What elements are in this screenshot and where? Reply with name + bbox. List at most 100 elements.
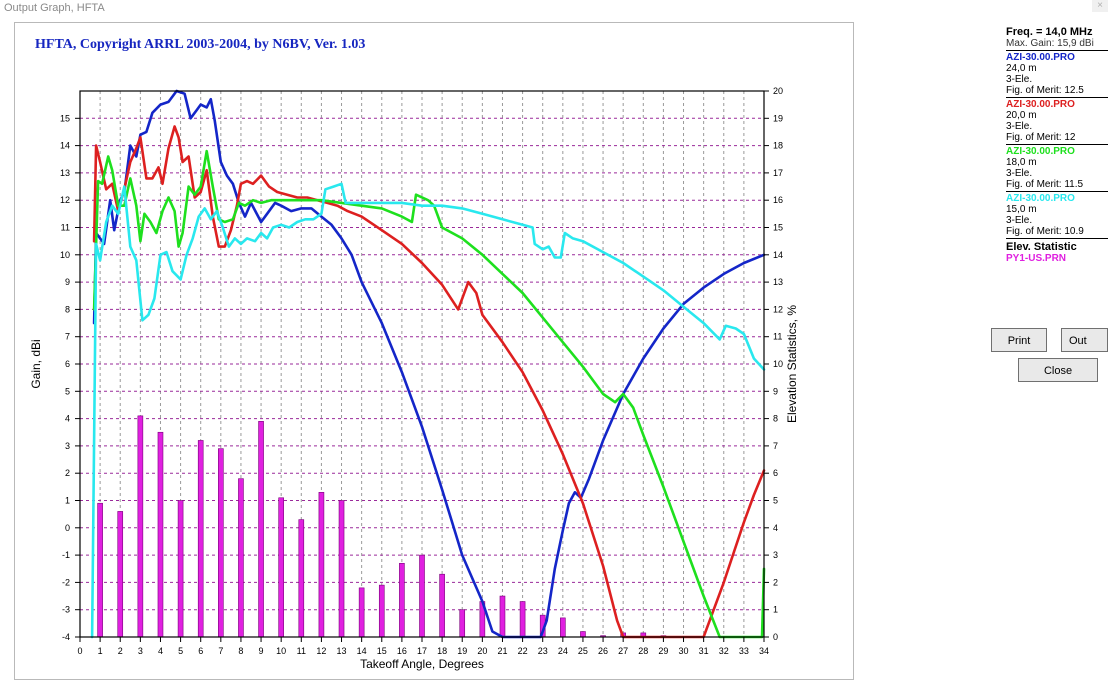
y2-tick-label: 5	[773, 496, 778, 506]
elevation-bar	[318, 492, 325, 638]
x-tick-label: 34	[759, 646, 769, 656]
x-tick-label: 16	[397, 646, 407, 656]
y2-tick-label: 6	[773, 468, 778, 478]
x-tick-label: 23	[538, 646, 548, 656]
y2-tick-label: 12	[773, 304, 783, 314]
gain-series-line	[90, 182, 766, 639]
legend-entry: AZI-30.00.PRO 20,0 m 3-Ele. Fig. of Merit: …	[1006, 97, 1108, 143]
y2-tick-label: 1	[773, 605, 778, 615]
window-title: Output Graph, HFTA	[4, 2, 105, 14]
elevation-bar	[298, 519, 305, 638]
y-tick-label: 15	[60, 113, 70, 123]
elevation-bar	[278, 497, 284, 638]
x-tick-label: 13	[337, 646, 347, 656]
x-tick-label: 7	[218, 646, 223, 656]
close-button-label: Close	[1043, 365, 1073, 377]
x-tick-label: 12	[316, 646, 326, 656]
gain-series-line	[92, 89, 766, 639]
y-tick-label: -1	[62, 550, 70, 560]
y2-tick-label: 11	[773, 332, 782, 342]
y2-tick-label: 3	[773, 550, 778, 560]
legend-entry-name: AZI-30.00.PRO	[1006, 193, 1075, 204]
frequency-label: Freq. = 14,0 MHz	[1006, 26, 1093, 38]
gain-chart: 0 1 2 3 4 5 6 7 8 9 10 11 12 13 14 15 16 17 18 19 20 21 22 23 24…	[29, 86, 799, 671]
legend-entry-name: AZI-30.00.PRO	[1006, 146, 1075, 157]
gain-series-line	[92, 149, 766, 639]
legend-entry-name: AZI-30.00.PRO	[1006, 52, 1075, 63]
elevation-bar	[439, 573, 445, 638]
y2-tick-label: 17	[773, 168, 783, 178]
y2-tick-label: 8	[773, 414, 778, 424]
legend-entries: AZI-30.00.PRO 24,0 m 3-Ele. Fig. of Merit: …	[1006, 50, 1108, 237]
legend-entry-merit: Fig. of Merit: 10.9	[1006, 226, 1084, 237]
x-tick-label: 15	[377, 646, 387, 656]
legend-entry-height: 18,0 m	[1006, 157, 1037, 168]
y-tick-label: 8	[65, 304, 70, 314]
x-tick-label: 28	[638, 646, 648, 656]
elevation-bar	[258, 421, 264, 638]
x-tick-label: 26	[598, 646, 608, 656]
elevation-bar	[197, 440, 204, 638]
legend-entry-height: 15,0 m	[1006, 204, 1037, 215]
x-tick-label: 2	[118, 646, 123, 656]
y-tick-label: 9	[65, 277, 70, 287]
print-button-label: Print	[1007, 335, 1031, 347]
x-tick-label: 8	[238, 646, 243, 656]
x-tick-label: 6	[198, 646, 203, 656]
y2-tick-label: 20	[773, 86, 783, 96]
elevation-bar	[137, 415, 144, 638]
legend-entry-merit: Fig. of Merit: 12.5	[1006, 85, 1084, 96]
y-tick-label: 1	[65, 496, 70, 506]
x-tick-label: 0	[77, 646, 82, 656]
x-tick-label: 24	[558, 646, 568, 656]
y2-tick-label: 7	[773, 441, 778, 451]
y2-tick-label: 2	[773, 577, 778, 587]
y-axis-title: Gain, dBi	[29, 339, 43, 388]
y2-tick-label: 4	[773, 523, 778, 533]
elevation-bar	[419, 554, 425, 638]
chart-title: HFTA, Copyright ARRL 2003-2004, by N6BV,…	[35, 37, 366, 52]
y-tick-label: 13	[60, 168, 70, 178]
y2-tick-label: 14	[773, 250, 783, 260]
y-tick-label: -2	[62, 577, 70, 587]
elevation-file-name: PY1-US.PRN	[1006, 253, 1067, 264]
elevation-bar	[378, 584, 385, 638]
elevation-bar	[157, 431, 164, 638]
elevation-bar	[358, 587, 365, 638]
y-tick-label: 12	[60, 195, 70, 205]
legend-entry-type: 3-Ele.	[1006, 168, 1033, 179]
y-tick-label: 0	[65, 523, 70, 533]
elevation-bar	[177, 500, 184, 638]
x-tick-label: 20	[477, 646, 487, 656]
y-tick-label: -3	[62, 605, 70, 615]
x-tick-label: 22	[518, 646, 528, 656]
x-tick-label: 25	[578, 646, 588, 656]
y2-tick-label: 15	[773, 223, 783, 233]
legend-entry: AZI-30.00.PRO 18,0 m 3-Ele. Fig. of Merit: …	[1006, 144, 1108, 190]
y-tick-label: 4	[65, 414, 70, 424]
y2-tick-label: 0	[773, 632, 778, 642]
x-tick-label: 17	[417, 646, 427, 656]
legend-entry-height: 20,0 m	[1006, 110, 1037, 121]
y-tick-label: 7	[65, 332, 70, 342]
close-button[interactable]: Close	[1018, 358, 1098, 382]
x-tick-label: 19	[457, 646, 467, 656]
out-file-button[interactable]: Out File	[1061, 328, 1108, 352]
elevation-bar	[238, 478, 244, 638]
x-tick-label: 4	[158, 646, 163, 656]
x-tick-label: 31	[699, 646, 709, 656]
elevation-bar	[580, 631, 586, 638]
print-button[interactable]: Print	[991, 328, 1047, 352]
x-tick-label: 18	[437, 646, 447, 656]
max-gain-label: Max. Gain: 15,9 dBi	[1006, 38, 1094, 49]
y2-tick-label: 18	[773, 141, 783, 151]
y2-axis-title: Elevation Statistics, %	[785, 305, 799, 423]
out-file-button-label: Out File	[1069, 335, 1087, 347]
y-tick-label: 3	[65, 441, 70, 451]
elevation-bar	[459, 609, 466, 638]
y-tick-label: -4	[62, 632, 70, 642]
window-close-button[interactable]: ×	[1092, 0, 1108, 12]
x-tick-label: 10	[276, 646, 286, 656]
x-tick-label: 32	[719, 646, 729, 656]
legend-entry-merit: Fig. of Merit: 12	[1006, 132, 1076, 143]
